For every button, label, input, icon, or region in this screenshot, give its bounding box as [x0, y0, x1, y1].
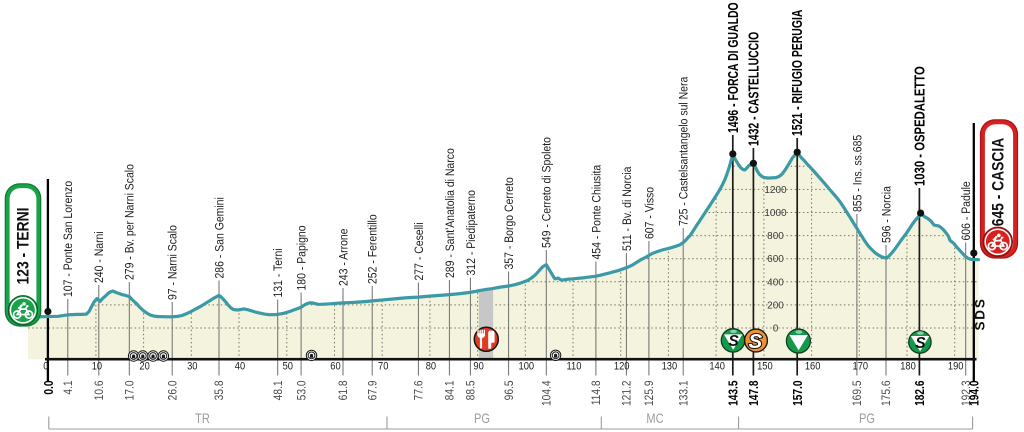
svg-text:S: S [749, 330, 763, 353]
svg-text:90: 90 [473, 361, 484, 373]
svg-text:67.9: 67.9 [367, 381, 380, 401]
svg-text:SDS: SDS [973, 297, 988, 330]
svg-text:131 - Terni: 131 - Terni [272, 248, 285, 297]
svg-text:357 - Borgo Cerreto: 357 - Borgo Cerreto [503, 177, 516, 269]
svg-text:133.1: 133.1 [678, 381, 691, 407]
svg-text:400: 400 [767, 277, 784, 288]
svg-text:S: S [728, 333, 739, 350]
svg-text:84.1: 84.1 [444, 381, 457, 401]
svg-text:4.1: 4.1 [62, 381, 75, 395]
svg-text:26.0: 26.0 [167, 381, 180, 401]
svg-text:10.6: 10.6 [93, 381, 106, 401]
svg-text:150: 150 [757, 361, 773, 373]
svg-text:252 - Ferentillo: 252 - Ferentillo [367, 214, 380, 284]
svg-text:S: S [915, 335, 926, 352]
svg-text:MC: MC [646, 411, 663, 426]
svg-text:60: 60 [330, 361, 341, 373]
svg-text:0: 0 [43, 361, 48, 373]
svg-text:61.8: 61.8 [338, 381, 351, 401]
svg-text:53.0: 53.0 [296, 381, 309, 401]
svg-text:1496 - FORCA DI GUALDO: 1496 - FORCA DI GUALDO [725, 2, 741, 133]
svg-text:96.5: 96.5 [503, 381, 516, 401]
svg-text:30: 30 [187, 361, 198, 373]
svg-text:121.2: 121.2 [621, 381, 634, 407]
svg-text:PG: PG [859, 411, 875, 426]
svg-text:596 - Norcia: 596 - Norcia [881, 185, 894, 243]
svg-text:77.6: 77.6 [413, 381, 426, 401]
svg-text:140: 140 [709, 361, 725, 373]
svg-text:511 - Bv. di Norcia: 511 - Bv. di Norcia [621, 166, 634, 251]
svg-text:1432 - CASTELLUCCIO: 1432 - CASTELLUCCIO [746, 32, 762, 146]
svg-text:10: 10 [92, 361, 103, 373]
svg-text:TR: TR [195, 411, 210, 426]
svg-text:130: 130 [662, 361, 678, 373]
svg-text:1521 - RIFUGIO PERUGIA: 1521 - RIFUGIO PERUGIA [790, 10, 806, 136]
svg-text:855 - Ins. ss.685: 855 - Ins. ss.685 [852, 135, 865, 212]
svg-text:549 - Cerreto di Spoleto: 549 - Cerreto di Spoleto [541, 137, 554, 248]
svg-text:289 - Sant'Anatolia di Narco: 289 - Sant'Anatolia di Narco [444, 148, 457, 278]
svg-text:279 - Bv. per Narni Scalo: 279 - Bv. per Narni Scalo [124, 164, 137, 280]
svg-text:1030 - OSPEDALETTO: 1030 - OSPEDALETTO [911, 66, 928, 186]
svg-text:182.6: 182.6 [913, 380, 927, 406]
svg-text:606 - Padule: 606 - Padule [960, 181, 973, 240]
svg-text:0: 0 [773, 324, 779, 335]
svg-text:100: 100 [519, 361, 535, 373]
svg-text:48.1: 48.1 [272, 381, 285, 401]
svg-text:200: 200 [767, 300, 784, 311]
svg-text:180: 180 [900, 361, 916, 373]
svg-text:17.0: 17.0 [124, 381, 137, 401]
svg-text:35.8: 35.8 [214, 381, 227, 401]
svg-text:110: 110 [567, 361, 582, 373]
svg-text:80: 80 [426, 361, 437, 373]
svg-text:1000: 1000 [764, 208, 787, 219]
svg-text:120: 120 [614, 361, 630, 373]
svg-text:70: 70 [378, 361, 389, 373]
svg-text:97 - Narni Scalo: 97 - Narni Scalo [167, 225, 180, 300]
svg-text:725 - Castelsantangelo sul Ner: 725 - Castelsantangelo sul Nera [678, 76, 691, 226]
svg-text:123 - TERNI: 123 - TERNI [14, 208, 32, 285]
svg-text:157.0: 157.0 [791, 381, 805, 406]
svg-text:0.0: 0.0 [42, 381, 56, 395]
svg-text:160: 160 [805, 361, 821, 373]
svg-text:192.3: 192.3 [960, 381, 973, 407]
svg-text:104.4: 104.4 [541, 381, 554, 407]
svg-text:125.9: 125.9 [643, 381, 656, 407]
svg-text:114.8: 114.8 [590, 381, 603, 406]
svg-text:169.5: 169.5 [851, 381, 864, 407]
svg-text:20: 20 [139, 361, 150, 373]
svg-text:PG: PG [474, 411, 490, 426]
svg-text:190: 190 [948, 361, 964, 373]
svg-text:194.0: 194.0 [967, 381, 981, 406]
svg-text:170: 170 [853, 361, 869, 373]
svg-text:147.8: 147.8 [747, 380, 761, 406]
svg-text:175.6: 175.6 [881, 381, 894, 407]
svg-text:454 - Ponte Chiusita: 454 - Ponte Chiusita [591, 164, 604, 259]
svg-text:286 - San Gemini: 286 - San Gemini [214, 197, 227, 278]
svg-text:800: 800 [767, 231, 784, 242]
svg-text:645 - CASCIA: 645 - CASCIA [989, 138, 1007, 226]
svg-text:1200: 1200 [764, 185, 787, 196]
svg-text:607 - Visso: 607 - Visso [644, 187, 657, 239]
svg-text:50: 50 [283, 361, 294, 373]
svg-text:312 - Piedipaterno: 312 - Piedipaterno [465, 190, 478, 275]
svg-text:88.5: 88.5 [465, 381, 478, 401]
svg-text:180 - Papigno: 180 - Papigno [296, 225, 309, 290]
svg-text:243 - Arrone: 243 - Arrone [338, 228, 351, 286]
svg-text:240 - Narni: 240 - Narni [94, 231, 107, 283]
svg-text:107 - Ponte San Lorenzo: 107 - Ponte San Lorenzo [63, 181, 76, 297]
svg-text:143.5: 143.5 [726, 380, 740, 406]
svg-text:600: 600 [767, 254, 784, 265]
svg-text:277 - Ceselli: 277 - Ceselli [413, 222, 426, 280]
svg-text:40: 40 [235, 361, 246, 373]
